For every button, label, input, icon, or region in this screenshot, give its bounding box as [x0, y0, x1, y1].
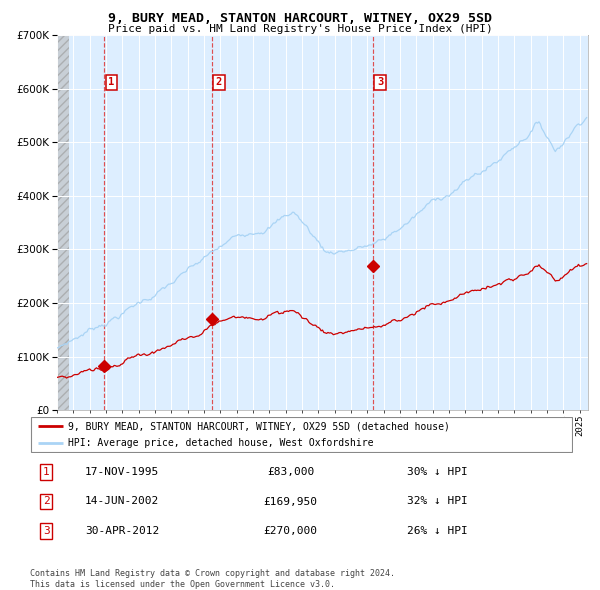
- Text: 2: 2: [215, 77, 222, 87]
- Text: £169,950: £169,950: [263, 497, 317, 506]
- Text: 1: 1: [108, 77, 115, 87]
- Text: 2: 2: [43, 497, 50, 506]
- FancyBboxPatch shape: [31, 417, 572, 453]
- Text: 3: 3: [377, 77, 383, 87]
- Text: £83,000: £83,000: [267, 467, 314, 477]
- Text: 32% ↓ HPI: 32% ↓ HPI: [407, 497, 467, 506]
- Text: 30% ↓ HPI: 30% ↓ HPI: [407, 467, 467, 477]
- Text: 26% ↓ HPI: 26% ↓ HPI: [407, 526, 467, 536]
- Text: 1: 1: [43, 467, 50, 477]
- Text: 30-APR-2012: 30-APR-2012: [85, 526, 160, 536]
- Text: 17-NOV-1995: 17-NOV-1995: [85, 467, 160, 477]
- Text: Contains HM Land Registry data © Crown copyright and database right 2024.
This d: Contains HM Land Registry data © Crown c…: [30, 569, 395, 589]
- Text: 14-JUN-2002: 14-JUN-2002: [85, 497, 160, 506]
- Text: Price paid vs. HM Land Registry's House Price Index (HPI): Price paid vs. HM Land Registry's House …: [107, 24, 493, 34]
- Bar: [57, 35, 69, 410]
- Text: 9, BURY MEAD, STANTON HARCOURT, WITNEY, OX29 5SD (detached house): 9, BURY MEAD, STANTON HARCOURT, WITNEY, …: [68, 421, 450, 431]
- Text: £270,000: £270,000: [263, 526, 317, 536]
- Text: HPI: Average price, detached house, West Oxfordshire: HPI: Average price, detached house, West…: [68, 438, 374, 448]
- Text: 3: 3: [43, 526, 50, 536]
- Text: 9, BURY MEAD, STANTON HARCOURT, WITNEY, OX29 5SD: 9, BURY MEAD, STANTON HARCOURT, WITNEY, …: [108, 12, 492, 25]
